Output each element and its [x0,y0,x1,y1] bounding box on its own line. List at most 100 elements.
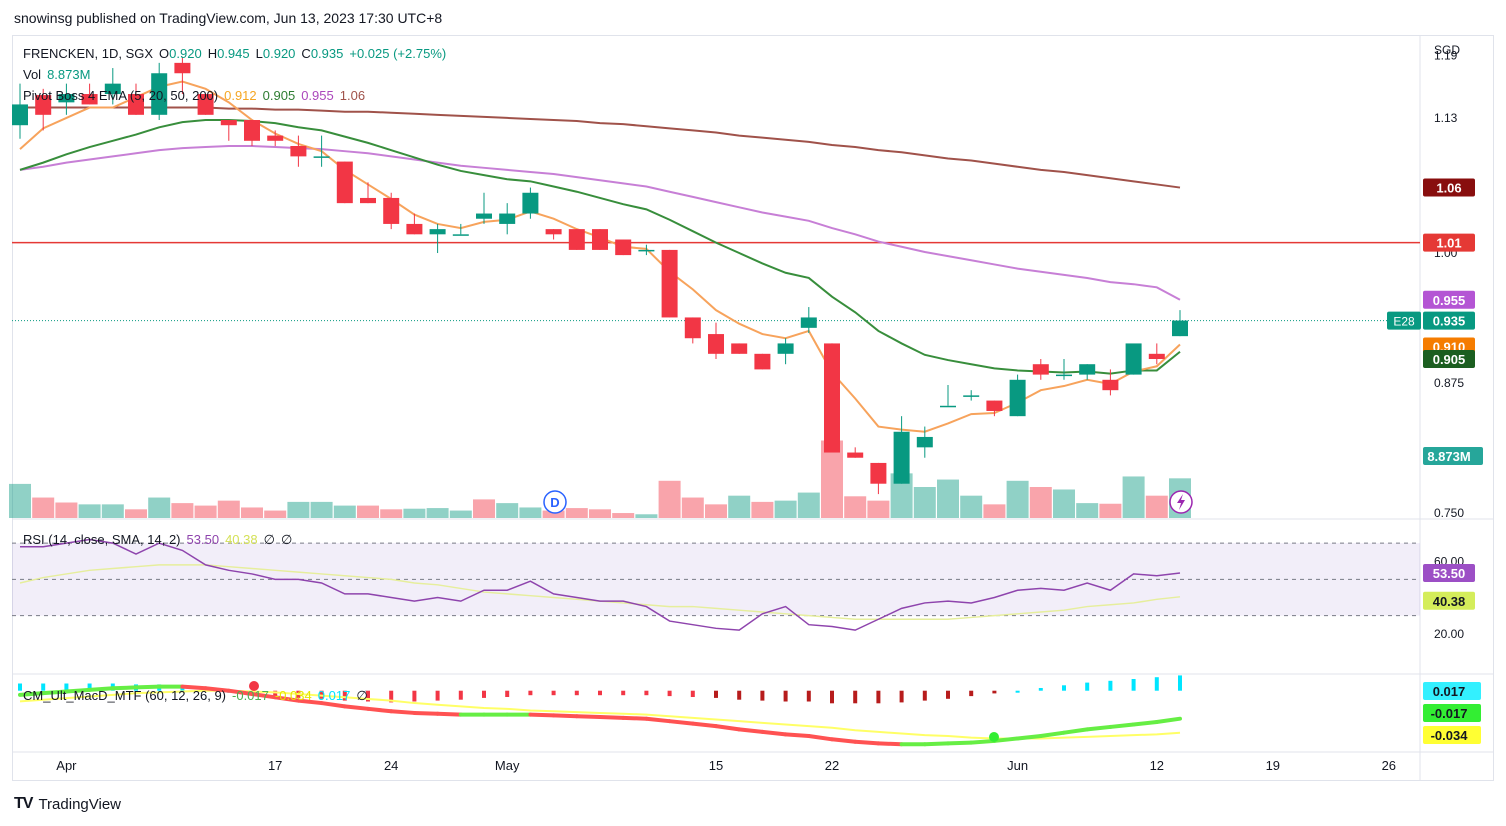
macd-signal-tag-text: -0.034 [1431,728,1469,743]
macd-line-segment [922,741,950,747]
volume-bar [890,473,913,518]
macd-histogram-bar [690,690,695,698]
macd-histogram-bar [1178,675,1182,691]
macd-hist-tag-text: 0.017 [1433,684,1466,699]
macd-line-segment [1062,727,1090,735]
ema50-price-tag-text: 0.955 [1433,293,1466,308]
macd-histogram-bar [992,690,997,694]
candle-body [870,462,887,484]
time-tick-label: Apr [56,758,77,773]
macd-line-segment [250,692,278,700]
macd-histogram-bar [1062,685,1066,691]
ema50-value: 0.955 [301,88,334,103]
macd-line-segment [110,685,138,691]
volume-bar [867,500,890,518]
macd-histogram-bar [87,683,92,691]
macd-line-segment [528,712,556,718]
candle-body [336,161,353,204]
hline-price-tag-text: 1.01 [1436,236,1461,251]
macd-histogram-bar [528,690,533,696]
ema-label[interactable]: Pivot Boss 4 EMA (5, 20, 50, 200) [23,88,219,103]
volume-bar [960,495,983,518]
candle-body [661,249,678,318]
candle-body [290,145,307,157]
candle-body [151,73,168,115]
lightning-icon [1169,490,1193,514]
vol-label[interactable]: Vol [23,67,42,82]
candle-body [197,94,214,115]
close-price-tag-bg [1423,311,1475,330]
macd-histogram-bar [876,690,881,704]
candle-body [499,213,516,224]
macd-histogram-bar [389,690,394,703]
macd-line-segment [737,727,765,734]
ema5-value: 0.912 [224,88,257,103]
macd-hist-tag: 0.017 [1423,682,1481,700]
candle-body [568,229,585,250]
macd-legend: CM_Ult_MacD_MTF (60, 12, 26, 9) -0.017 -0.… [23,688,374,704]
macd-histogram-bar [899,690,904,703]
candle-body [1032,364,1049,375]
macd-line-segment [714,724,742,732]
volume-bar [333,505,356,518]
macd-histogram-bar [830,690,834,704]
ema200-value: 1.06 [339,88,366,103]
rsi-line [20,538,1181,631]
rsi-extra-1: ∅ [263,532,275,547]
volume-legend: Vol 8.873M [23,67,96,82]
volume-bar [380,509,403,518]
candle-body [638,249,655,252]
volume-price-tag: 8.873M [1423,447,1483,465]
macd-histogram-bar [922,690,927,701]
symbol-label[interactable]: FRENCKEN, 1D, SGX [23,46,154,61]
macd-line-segment [366,706,394,714]
candle-body [1056,374,1072,377]
macd-histogram-bar [946,690,950,699]
rsi-tick-label: 20.00 [1434,627,1464,641]
ema20-price-tag-text: 0.905 [1433,352,1466,367]
candle-body [128,94,144,115]
candle-body [940,405,956,408]
dividend-marker: D [543,490,567,514]
candle-body [963,395,980,397]
macd-line-tag-text: -0.017 [1431,706,1468,721]
volume-bar [148,497,171,518]
hline-price-tag-bg [1423,233,1475,252]
candle-body [615,239,632,256]
macd-label[interactable]: CM_Ult_MacD_MTF (60, 12, 26, 9) [23,688,227,703]
macd-histogram-bar [644,690,649,696]
tradingview-brand[interactable]: TV TradingView [14,795,121,813]
volume-bar [1145,495,1168,518]
candle-body [220,120,237,126]
candle-body [12,104,28,126]
rsi-value-tag-bg [1423,564,1475,583]
macd-value-2: -0.034 [274,688,312,703]
macd-line-segment [969,738,997,745]
open-value: 0.920 [169,46,202,61]
macd-histogram-bar [551,690,556,696]
volume-bar [194,505,217,518]
macd-line-segment [992,736,1020,743]
candle-body [452,234,469,236]
ema20-value: 0.905 [262,88,296,103]
candle-body [731,343,748,354]
macd-histogram-bar [737,690,742,700]
volume-price-tag-text: 8.873M [1427,449,1470,464]
macd-line-segment [203,686,231,693]
candle-body [313,156,330,158]
rsi-ma-tag-text: 40.38 [1433,594,1466,609]
volume-bar [705,504,727,518]
rsi-label[interactable]: RSI (14, close, SMA, 14, 2) [23,532,181,547]
price-tick-label: 0.750 [1434,506,1464,520]
candle-body [592,229,608,250]
price-tick-label: 1.19 [1434,49,1458,63]
macd-histogram-bar [1085,682,1090,691]
published-header: snowinsg published on TradingView.com, J… [14,10,443,26]
macd-line-tag: -0.017 [1423,704,1481,722]
macd-histogram-bar [1015,690,1020,693]
ema20-line [19,119,1181,375]
volume-bar [658,480,681,518]
time-tick-label: May [495,758,520,773]
macd-line-segment [1015,734,1043,741]
